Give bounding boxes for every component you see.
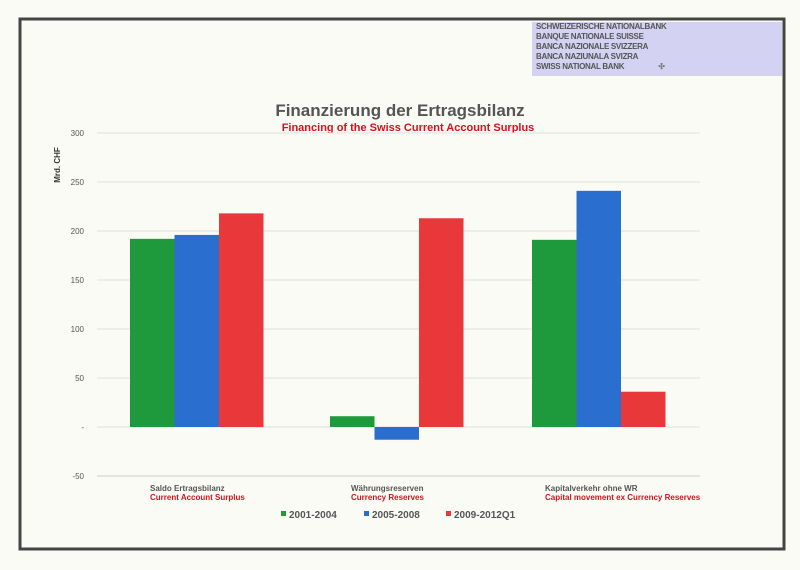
category-translation: Current Account Surplus (150, 493, 245, 502)
legend-label: 2009-2012Q1 (454, 510, 516, 521)
category-translation: Currency Reserves (351, 493, 424, 502)
logo-line-text: SWISS NATIONAL BANK (536, 62, 625, 71)
legend-swatch (446, 511, 451, 516)
snb-logo: SCHWEIZERISCHE NATIONALBANK BANQUE NATIO… (532, 22, 782, 76)
cross-icon: ✣ (658, 62, 665, 71)
chart-subtitle: Financing of the Swiss Current Account S… (282, 122, 535, 134)
y-tick-label: -50 (72, 472, 84, 481)
y-tick-label: - (81, 423, 84, 432)
legend-label: 2005-2008 (372, 510, 420, 521)
category-label: Währungsreserven (351, 484, 424, 493)
y-tick-label: 100 (71, 325, 85, 334)
category-translation: Capital movement ex Currency Reserves (545, 493, 701, 502)
bar-2005-2008-1 (374, 427, 419, 440)
bar-2009-2012Q1-0 (219, 213, 264, 427)
logo-line: BANCA NAZIUNALA SVIZRA (536, 52, 639, 61)
logo-line: BANCA NAZIONALE SVIZZERA (536, 42, 649, 51)
bar-2009-2012Q1-1 (419, 218, 464, 427)
bar-2001-2004-1 (330, 416, 375, 427)
y-tick-label: 200 (71, 227, 85, 236)
chart-title: Finanzierung der Ertragsbilanz (275, 101, 524, 120)
y-tick-label: 150 (71, 276, 85, 285)
y-tick-label: 250 (71, 178, 85, 187)
y-tick-label: 300 (71, 129, 85, 138)
bar-2009-2012Q1-2 (621, 391, 666, 427)
legend-label: 2001-2004 (289, 510, 337, 521)
bar-2001-2004-2 (532, 239, 577, 427)
y-axis-label: Mrd. CHF (53, 147, 62, 183)
y-tick-label: 50 (75, 374, 84, 383)
bar-2005-2008-2 (576, 190, 621, 427)
bar-2005-2008-0 (174, 234, 219, 427)
category-label: Kapitalverkehr ohne WR (545, 484, 638, 493)
logo-line: BANQUE NATIONALE SUISSE (536, 32, 644, 41)
legend-swatch (364, 511, 369, 516)
logo-line: SCHWEIZERISCHE NATIONALBANK (536, 22, 667, 31)
bar-2001-2004-0 (130, 238, 175, 427)
legend-swatch (281, 511, 286, 516)
category-label: Saldo Ertragsbilanz (150, 484, 225, 493)
logo-line: SWISS NATIONAL BANK ✣ (532, 62, 782, 72)
frame-border (18, 17, 786, 551)
